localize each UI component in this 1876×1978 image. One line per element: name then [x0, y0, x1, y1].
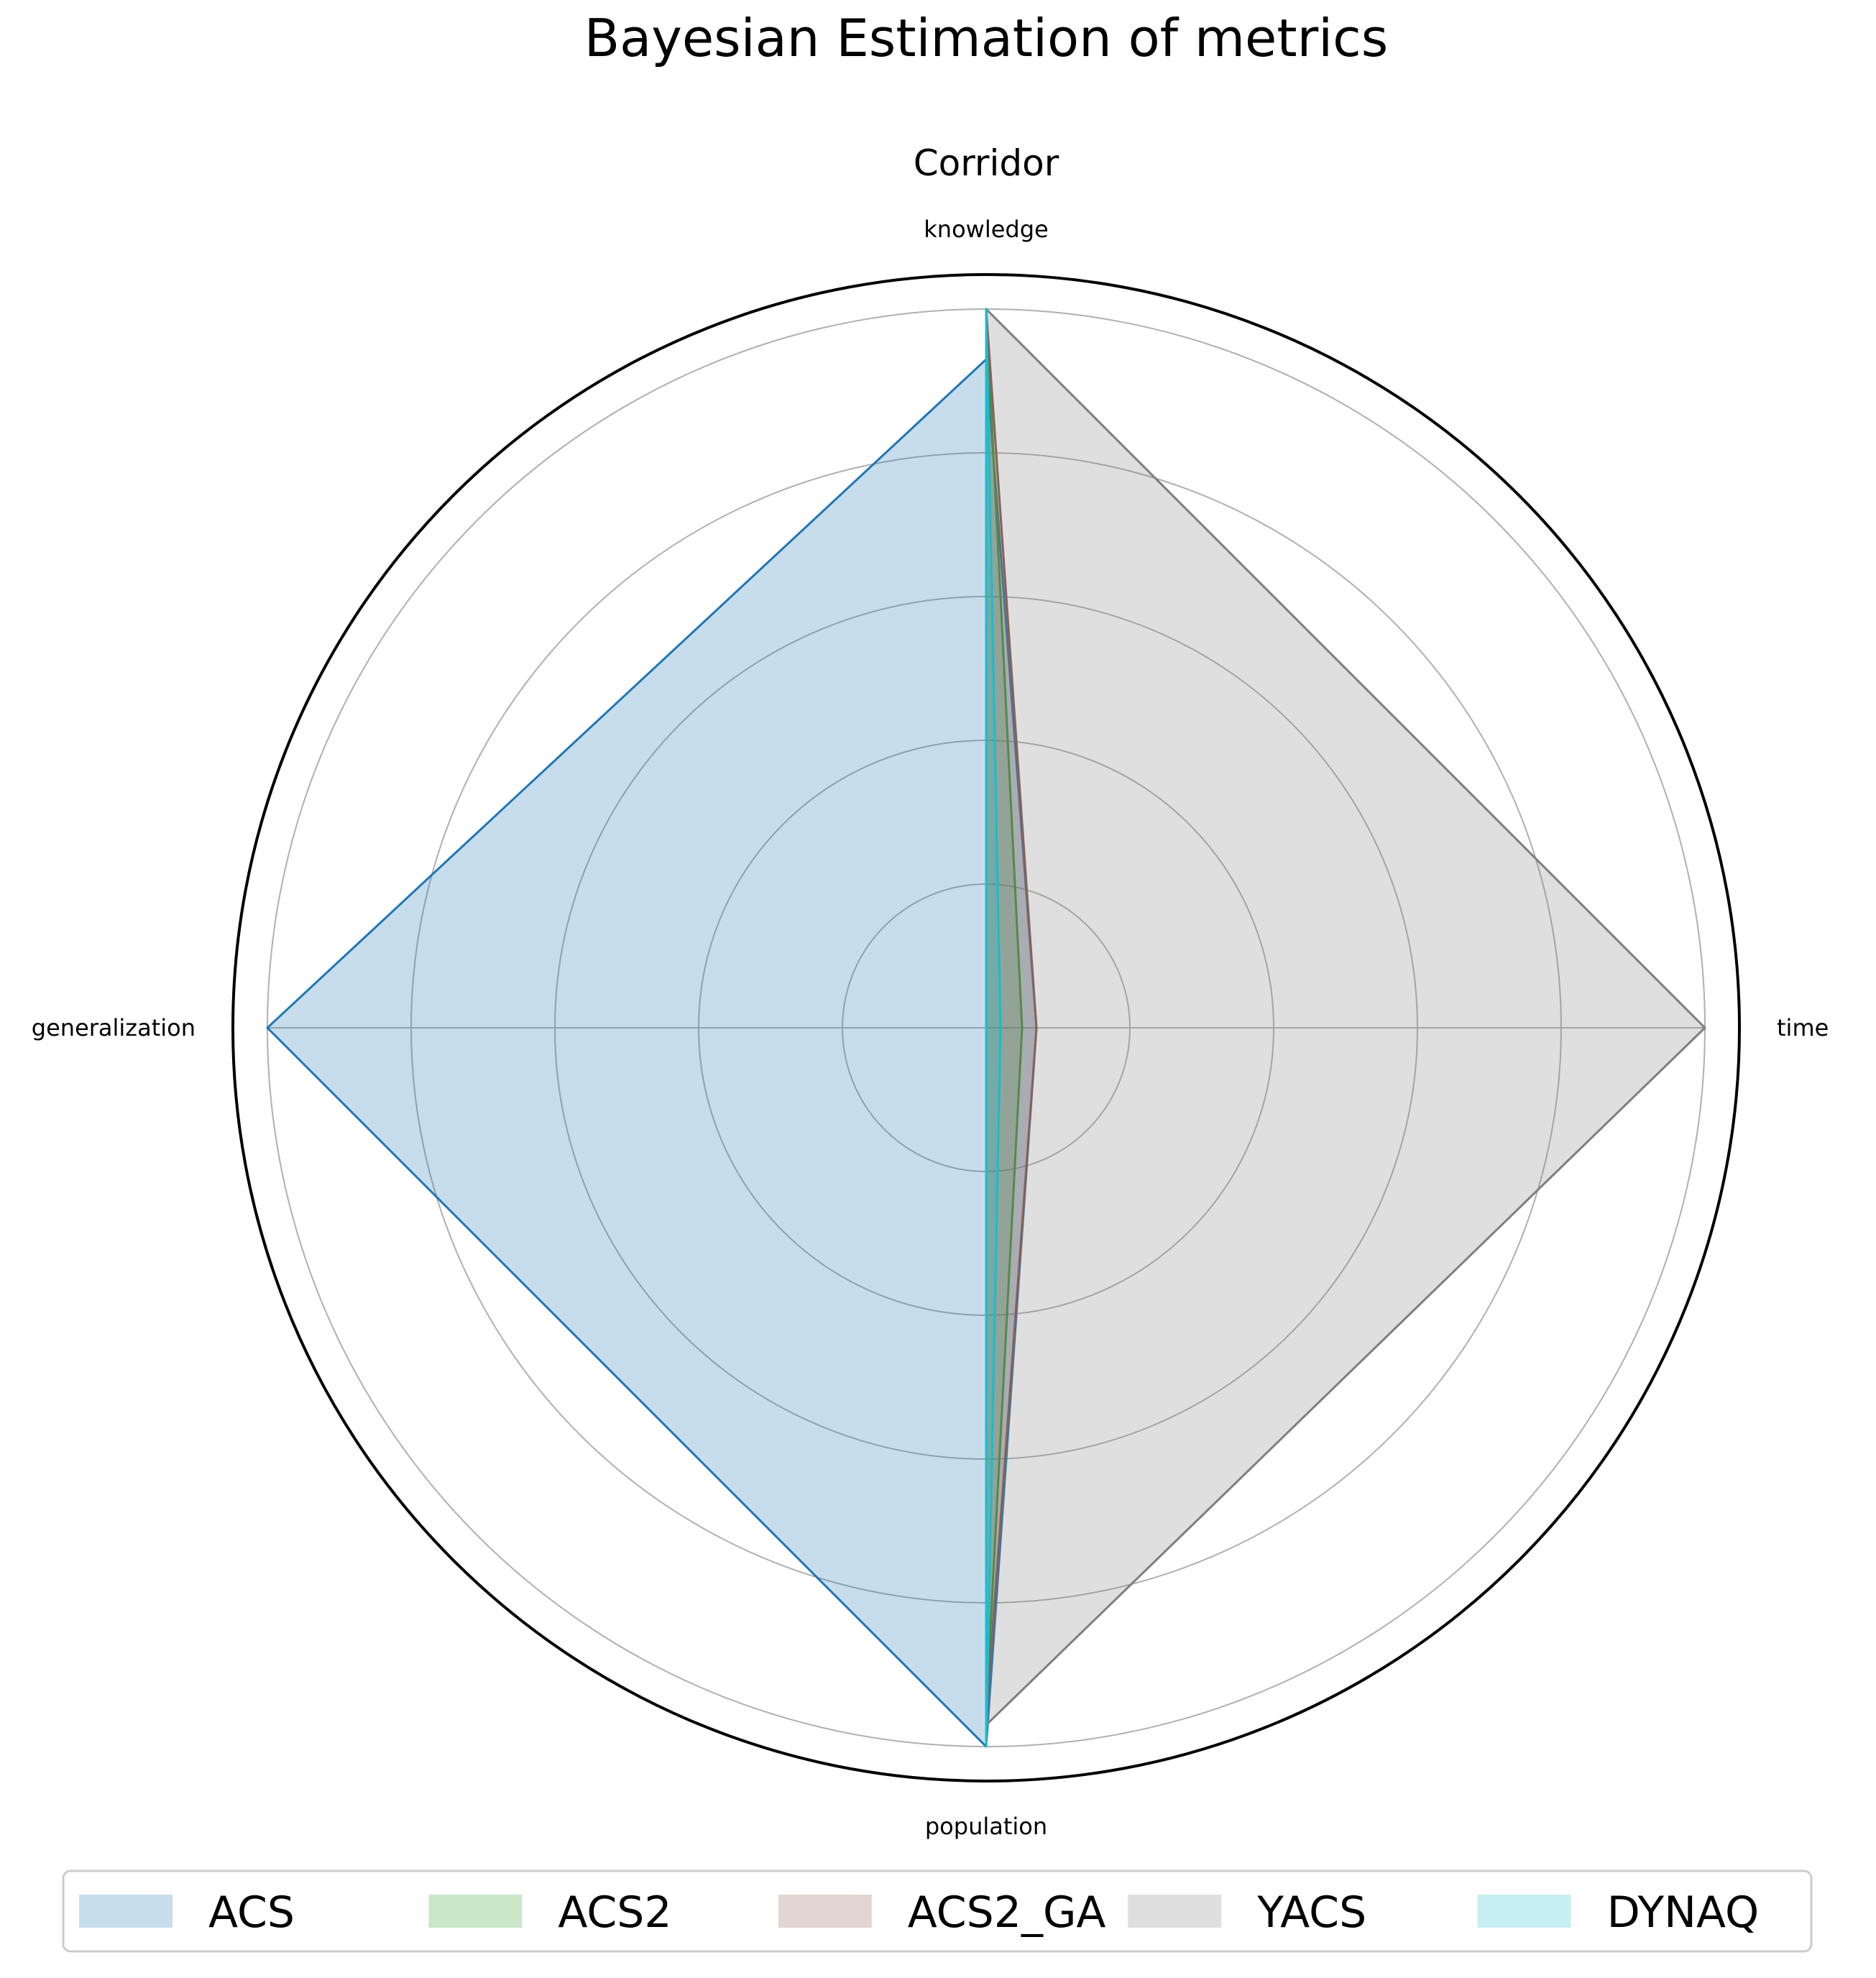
- legend-label-acs2: ACS2: [558, 1887, 671, 1938]
- axis-label-knowledge: knowledge: [924, 216, 1048, 243]
- legend-frame: [62, 1869, 1813, 1953]
- legend-swatch-yacs: [1128, 1895, 1222, 1928]
- axis-label-generalization: generalization: [32, 1014, 196, 1041]
- series-acs: [266, 358, 1038, 1748]
- legend-label-yacs: YACS: [1256, 1887, 1366, 1938]
- chart-subtitle: Corridor: [914, 142, 1059, 184]
- series-polygons: [266, 308, 1706, 1748]
- legend-swatch-acs: [79, 1895, 173, 1928]
- legend-swatch-dynaq: [1477, 1895, 1571, 1928]
- axis-label-population: population: [925, 1813, 1047, 1840]
- legend-label-dynaq: DYNAQ: [1607, 1887, 1760, 1938]
- axis-labels: knowledge time population generalization: [32, 216, 1829, 1840]
- axis-label-time: time: [1777, 1014, 1829, 1041]
- series-dynaq: [985, 308, 1002, 1748]
- legend-swatch-acs2: [428, 1895, 523, 1928]
- outer-frame: [231, 273, 1741, 1782]
- legend: ACS ACS2 ACS2_GA YACS DYNAQ: [62, 1869, 1813, 1953]
- chart-title: Bayesian Estimation of metrics: [584, 8, 1389, 68]
- legend-swatch-acs2-ga: [778, 1895, 872, 1928]
- series-yacs: [985, 308, 1706, 1726]
- legend-label-acs: ACS: [208, 1887, 295, 1938]
- legend-items: ACS ACS2 ACS2_GA YACS DYNAQ: [79, 1887, 1759, 1938]
- legend-label-acs2-ga: ACS2_GA: [908, 1887, 1106, 1938]
